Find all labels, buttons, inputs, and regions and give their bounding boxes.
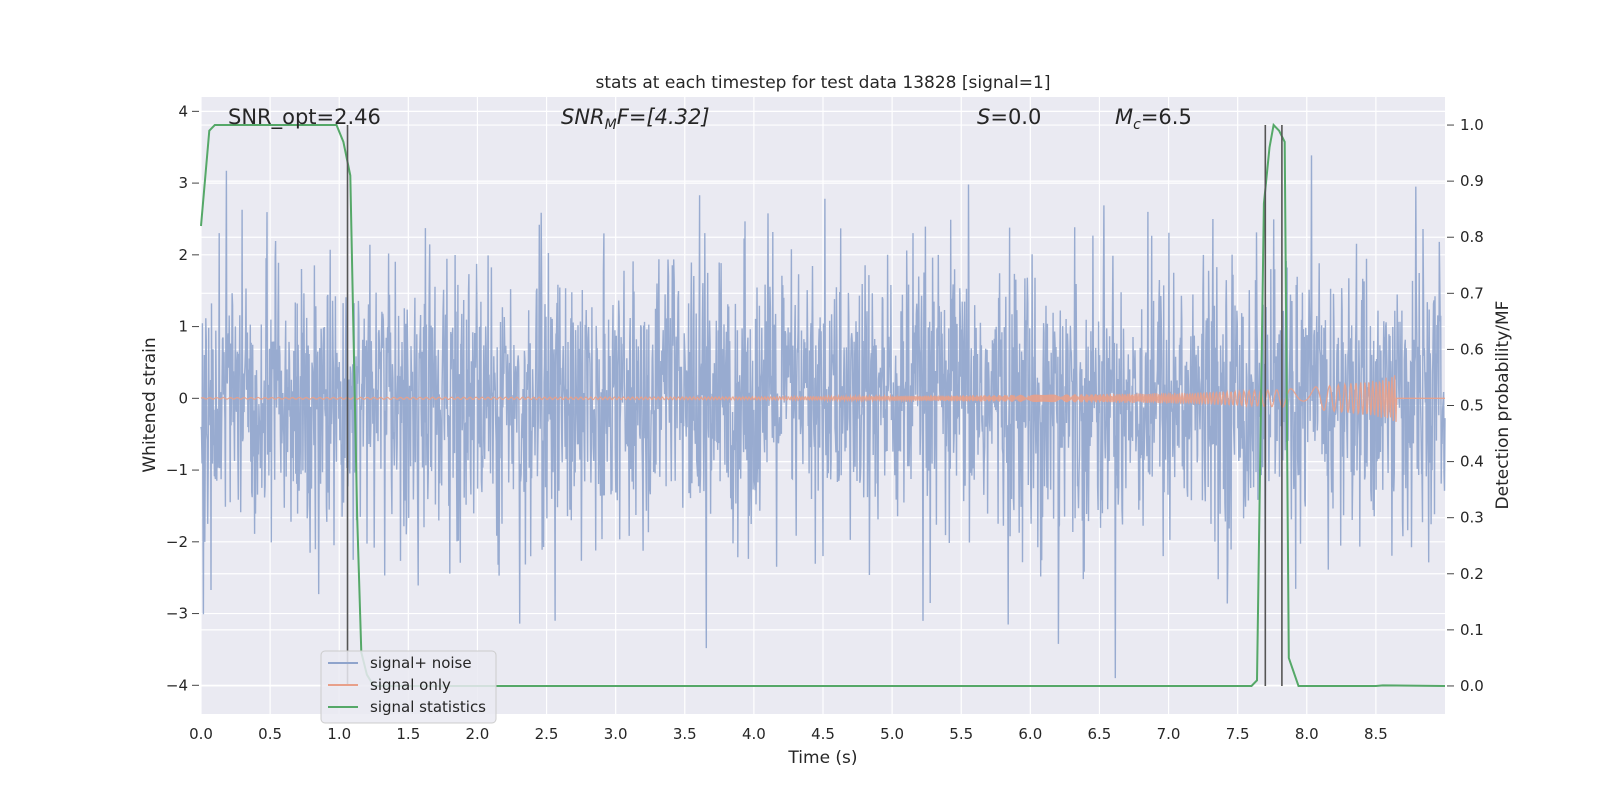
y-right-tick-label: 1.0 (1460, 116, 1484, 134)
y-right-tick-label: 0.8 (1460, 228, 1484, 246)
annotation-mc: Mc=6.5 (1115, 105, 1192, 133)
x-axis-label: Time (s) (787, 748, 857, 768)
x-tick-label: 6.5 (1088, 725, 1112, 743)
y-tick-label: 3 (178, 174, 188, 192)
annotation-snr-mf-sub: M (605, 117, 617, 133)
x-tick-label: 1.5 (396, 725, 420, 743)
annotation-mc-sub: c (1133, 117, 1141, 133)
x-tick-label: 3.0 (604, 725, 628, 743)
series-signal-plus-noise (200, 155, 1446, 679)
y-right-tick-label: 0.5 (1460, 397, 1484, 415)
annotation-s: S=0.0 (977, 105, 1041, 129)
signal-trace (200, 375, 1445, 422)
x-tick-label: 5.5 (949, 725, 973, 743)
x-tick-label: 5.0 (880, 725, 904, 743)
legend-box (320, 650, 497, 724)
y-axis-label: Whitened strain (140, 337, 160, 472)
series-signal-statistics (200, 122, 1446, 687)
x-tick-label: 2.0 (466, 725, 490, 743)
noise-trace (200, 155, 1446, 679)
statistics-trace (200, 122, 1446, 687)
y-right-axis-label: Detection probability/MF (1493, 301, 1513, 510)
annotation-snr-mf-base: SNR (561, 105, 605, 129)
x-tick-label: 6.0 (1018, 725, 1042, 743)
x-tick-label: 4.5 (811, 725, 835, 743)
x-tick-labels: 0.0 0.5 1.0 1.5 2.0 2.5 3.0 3.5 4.0 4.5 5.0 5.5 6.0 6… (189, 725, 1388, 743)
y-right-tick-label: 0.1 (1460, 621, 1484, 639)
x-tick-label: 8.0 (1295, 725, 1319, 743)
chart-title: stats at each timestep for test data 138… (596, 73, 1051, 93)
y-right-tick-label: 0.6 (1460, 340, 1484, 358)
y-right-tick-label: 0.2 (1460, 565, 1484, 583)
y-right-tick-label: 0.7 (1460, 284, 1484, 302)
x-tick-label: 7.0 (1157, 725, 1181, 743)
x-tick-label: 0.0 (189, 725, 213, 743)
y-right-tick-label: 0.4 (1460, 453, 1484, 471)
annotation-mc-rest: =6.5 (1141, 105, 1192, 129)
x-tick-label: 8.5 (1364, 725, 1388, 743)
y-tick-label: 2 (178, 246, 188, 264)
y-tick-label: −1 (166, 461, 188, 479)
y-right-tick-label: 0.3 (1460, 509, 1484, 527)
x-tick-label: 7.5 (1226, 725, 1250, 743)
y-right-tick-label: 0.0 (1460, 677, 1484, 695)
annotation-s-rest: =0.0 (990, 105, 1041, 129)
y-tick-labels: 4 3 2 1 0 −1 −2 −3 −4 (166, 102, 199, 694)
legend-label-stats: signal statistics (370, 698, 486, 716)
y-right-tick-labels: 1.0 0.9 0.8 0.7 0.6 0.5 0.4 0.3 0.2 0.1 0.0 (1447, 116, 1484, 695)
annotation-s-var: S (977, 105, 990, 129)
x-tick-label: 4.0 (742, 725, 766, 743)
y-tick-label: 4 (178, 102, 188, 120)
vertical-markers (346, 125, 1283, 686)
legend-label-signal: signal only (370, 676, 451, 694)
y-tick-label: 0 (178, 389, 188, 407)
annotation-snr-opt: SNR_opt=2.46 (228, 105, 381, 130)
annotation-snr-mf-rest: F=[4.32] (617, 105, 710, 129)
y-tick-label: 1 (178, 318, 188, 336)
legend-label-noise: signal+ noise (370, 654, 472, 672)
y-right-tick-label: 0.9 (1460, 172, 1484, 190)
x-tick-label: 2.5 (535, 725, 559, 743)
annotation-mc-var: M (1115, 105, 1133, 129)
x-tick-label: 1.0 (327, 725, 351, 743)
x-tick-label: 0.5 (258, 725, 282, 743)
annotation-snr-mf: SNRMF=[4.32] (561, 105, 710, 133)
series-signal-only (200, 375, 1445, 422)
y-tick-label: −3 (166, 605, 188, 623)
y-tick-label: −4 (166, 676, 188, 694)
x-tick-label: 3.5 (673, 725, 697, 743)
y-tick-label: −2 (166, 533, 188, 551)
legend: signal+ noise signal only signal statist… (320, 650, 497, 724)
